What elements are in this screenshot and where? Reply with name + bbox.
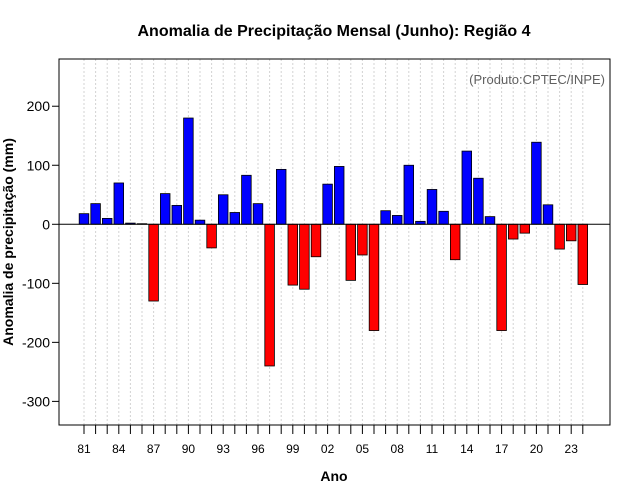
- bar-1990: [183, 117, 194, 225]
- x-tick-label: 93: [217, 442, 231, 456]
- bar-2020: [531, 141, 542, 225]
- bar-2022: [554, 223, 565, 250]
- grid-lines: [83, 59, 584, 425]
- bar-2008: [391, 215, 403, 225]
- x-tick-label: 23: [565, 442, 579, 456]
- bar-1981: [78, 213, 90, 225]
- x-tick-label: 87: [147, 442, 161, 456]
- bar-2006: [368, 223, 380, 331]
- bar-2015: [473, 177, 484, 225]
- x-tick-label: 81: [77, 442, 91, 456]
- x-tick-label: 99: [286, 442, 300, 456]
- x-axis-ticks: 81 84 87 90 93 96 99 02 05 08 11 14 17 20 23: [77, 425, 584, 456]
- bar-1984: [113, 182, 125, 225]
- bar-1987: [148, 223, 159, 302]
- x-tick-label: 08: [391, 442, 405, 456]
- bar-1992: [206, 223, 217, 249]
- bar-1982: [90, 203, 101, 225]
- bar-2014: [461, 150, 473, 225]
- x-tick-label: 84: [112, 442, 126, 456]
- y-axis-ticks: -300 -200 -100 0 100 200: [22, 98, 59, 409]
- x-tick-label: 14: [460, 442, 474, 456]
- bar-2018: [507, 223, 519, 240]
- y-tick-label: -200: [22, 334, 50, 350]
- y-tick-label: -100: [22, 275, 50, 291]
- x-axis-label: Ano: [320, 468, 347, 484]
- bar-2023: [566, 223, 577, 242]
- bar-1988: [159, 193, 171, 225]
- y-tick-label: 0: [42, 216, 50, 232]
- bar-1999: [287, 223, 299, 286]
- y-axis-label: Anomalia de precipitação (mm): [0, 138, 16, 346]
- x-tick-label: 17: [495, 442, 509, 456]
- bar-1994: [229, 212, 241, 225]
- bar-2004: [345, 223, 357, 281]
- bar-1983: [102, 217, 113, 225]
- bar-2000: [299, 223, 310, 290]
- x-tick-label: 90: [182, 442, 196, 456]
- bar-1998: [275, 168, 287, 225]
- bar-2019: [519, 223, 531, 234]
- bar-1991: [194, 219, 206, 225]
- x-tick-label: 05: [356, 442, 370, 456]
- bar-1993: [217, 194, 229, 225]
- bar-2005: [357, 223, 368, 256]
- bar-2009: [403, 164, 415, 225]
- y-tick-label: -300: [22, 393, 50, 409]
- product-annotation: (Produto:CPTEC/INPE): [469, 72, 605, 87]
- bar-2021: [542, 204, 554, 225]
- bar-2017: [496, 223, 507, 331]
- bar-1997: [264, 223, 275, 367]
- x-tick-label: 02: [321, 442, 335, 456]
- chart-title: Anomalia de Precipitação Mensal (Junho):…: [138, 23, 531, 40]
- bar-1989: [171, 204, 183, 225]
- bar-2003: [333, 166, 345, 225]
- bar-2024: [577, 223, 589, 285]
- bar-2012: [438, 210, 449, 225]
- bar-1995: [241, 174, 252, 225]
- x-tick-label: 96: [251, 442, 265, 456]
- bar-series: [78, 117, 589, 367]
- bar-2002: [322, 183, 333, 225]
- y-tick-label: 100: [27, 157, 51, 173]
- bar-2016: [484, 216, 496, 225]
- bar-2001: [310, 223, 322, 258]
- x-tick-label: 20: [530, 442, 544, 456]
- x-tick-label: 11: [426, 442, 439, 456]
- plot-frame: [58, 58, 611, 426]
- bar-2011: [426, 189, 438, 225]
- y-tick-label: 200: [27, 98, 51, 114]
- bar-2007: [380, 210, 391, 225]
- bar-1996: [252, 203, 264, 225]
- bar-2013: [449, 223, 461, 261]
